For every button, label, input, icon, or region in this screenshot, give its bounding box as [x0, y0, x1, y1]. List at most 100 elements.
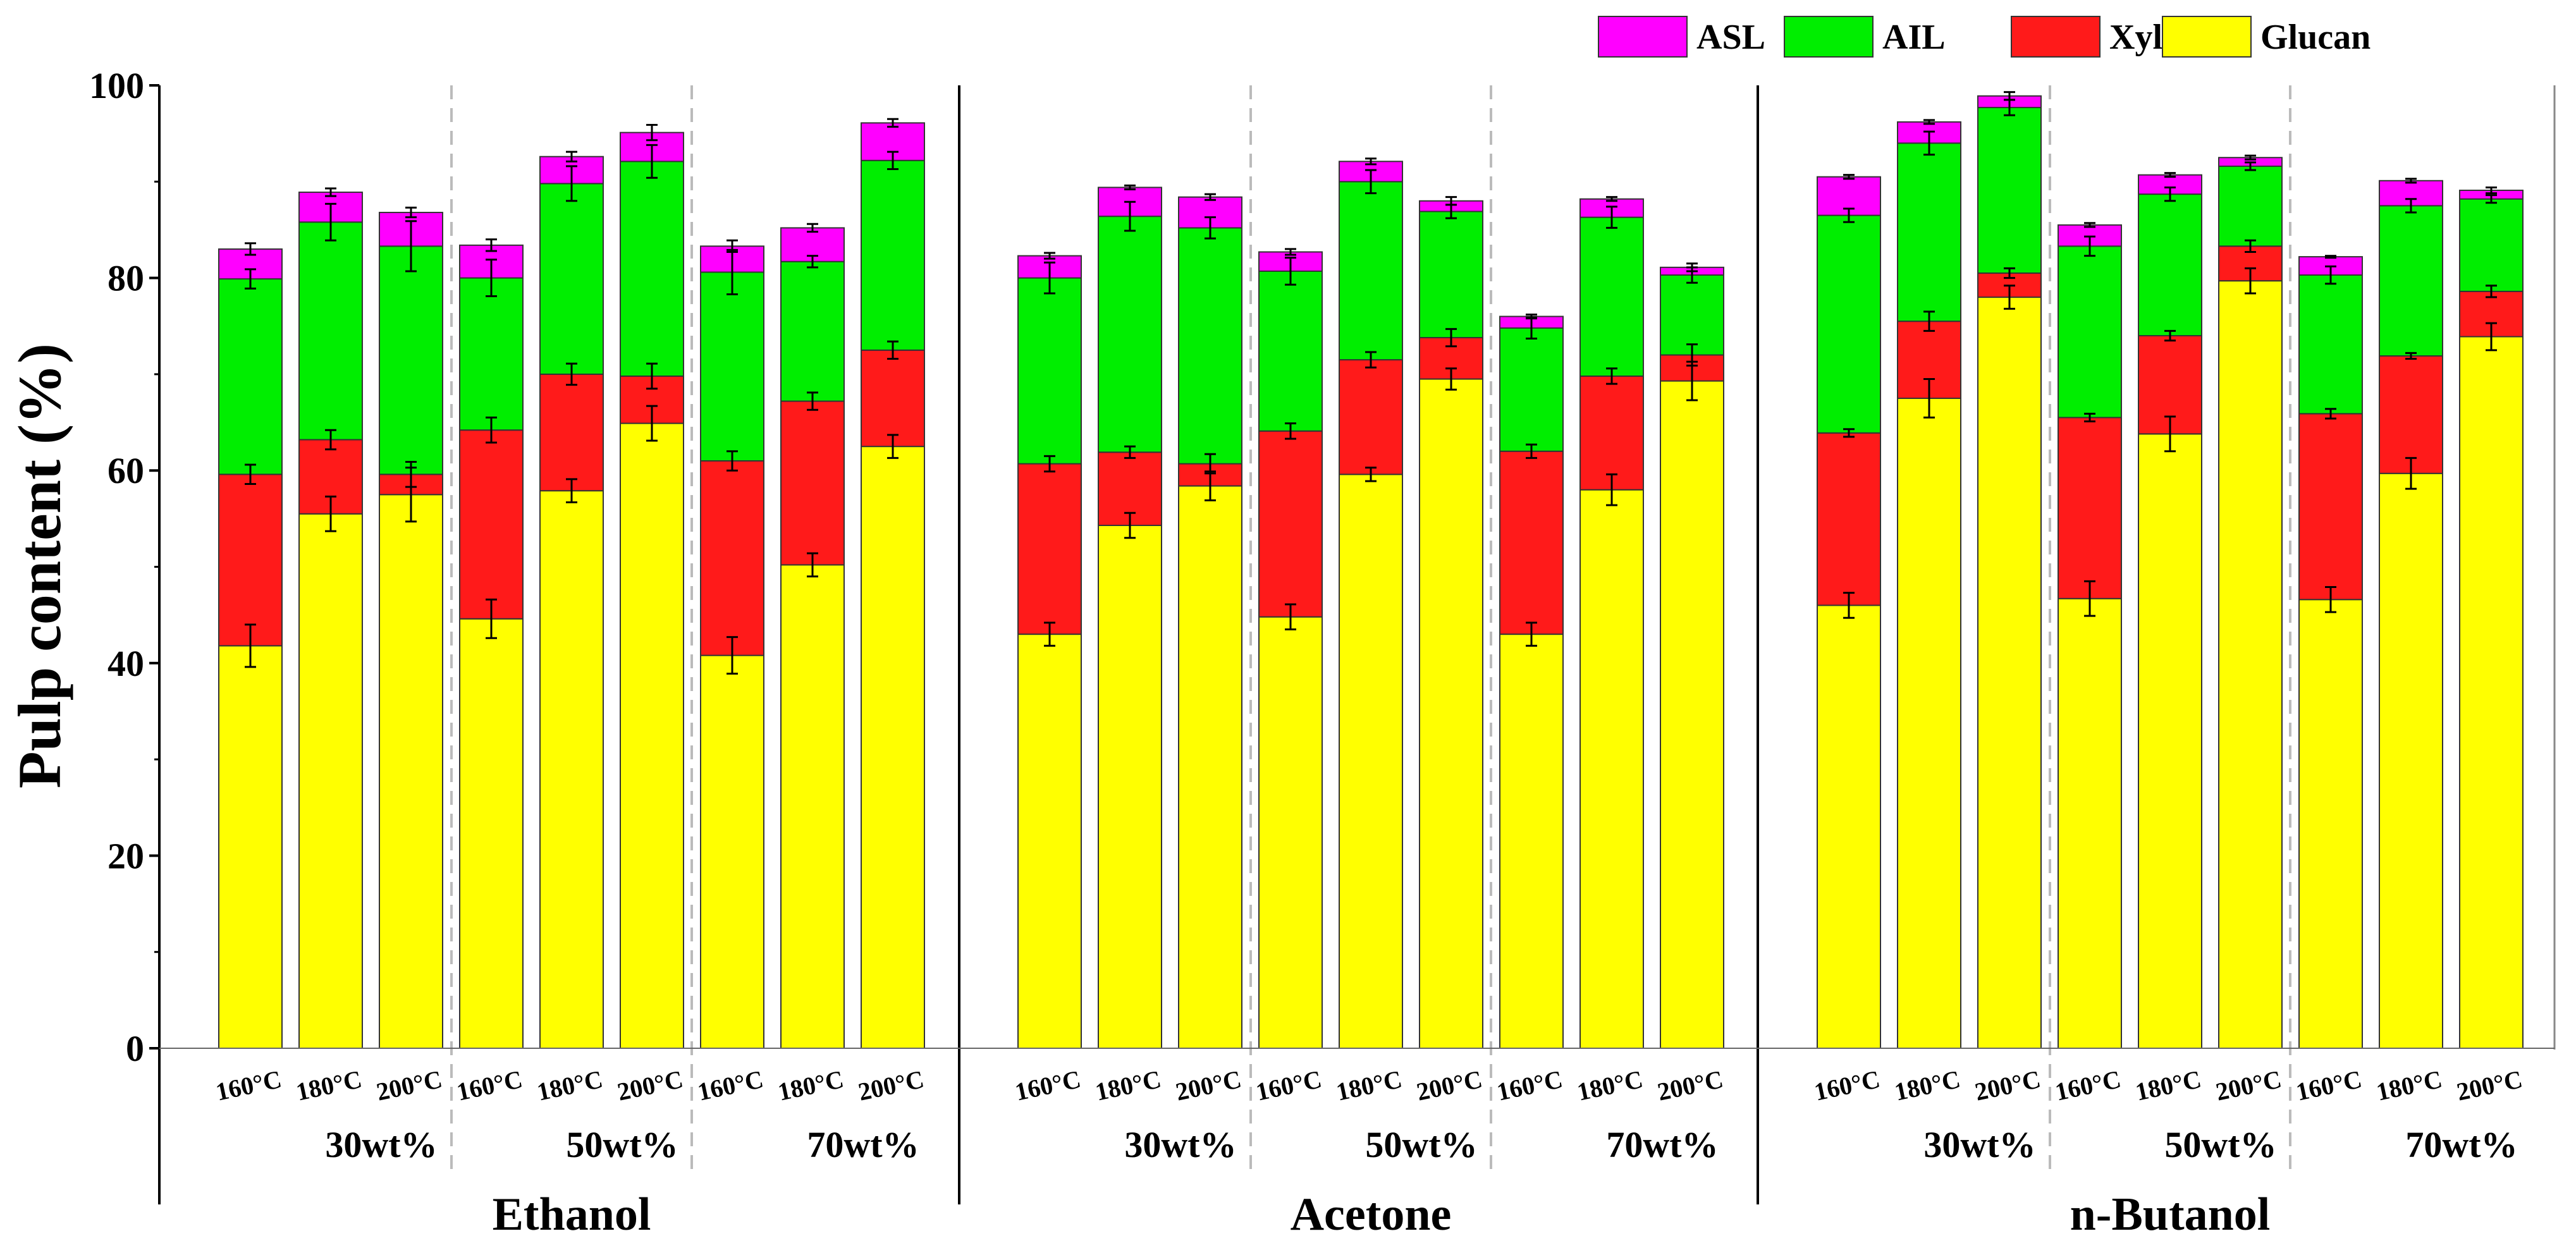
x-tick-label: 200°C: [1173, 1065, 1244, 1106]
bar-segment-glucan: [2298, 599, 2363, 1049]
legend-swatch-ail: [1784, 16, 1874, 58]
bar-segment-ail: [2298, 274, 2363, 415]
concentration-label: 70wt%: [1606, 1124, 1718, 1165]
bar-segment-glucan: [379, 494, 443, 1049]
bar-segment-glucan: [861, 446, 925, 1049]
legend-swatch-glucan: [2162, 16, 2252, 58]
bar-segment-ail: [1419, 211, 1483, 339]
concentration-label: 70wt%: [2405, 1124, 2517, 1165]
bar-segment-glucan: [1419, 378, 1483, 1049]
x-tick-label: 160°C: [2052, 1065, 2123, 1106]
x-tick-label: 200°C: [1655, 1065, 1726, 1106]
x-tick-label: 180°C: [2374, 1065, 2444, 1106]
bar-segment-glucan: [218, 645, 283, 1049]
bar-segment-xylan: [861, 349, 925, 448]
bar-segment-xylan: [2298, 413, 2363, 601]
x-tick-label: 160°C: [1253, 1065, 1324, 1106]
bar-segment-glucan: [2058, 597, 2122, 1049]
concentration-label: 50wt%: [566, 1124, 678, 1165]
x-tick-label: 160°C: [213, 1065, 284, 1106]
bar-segment-ail: [620, 161, 684, 377]
bar-segment-xylan: [459, 429, 524, 620]
bar-segment-glucan: [1660, 380, 1724, 1049]
bar-segment-ail: [780, 260, 845, 402]
bar-segment-glucan: [1258, 616, 1323, 1049]
bar-segment-glucan: [1098, 525, 1162, 1049]
bar-segment-glucan: [1339, 474, 1403, 1049]
bar-segment-ail: [1017, 277, 1082, 465]
concentration-label: 30wt%: [325, 1124, 437, 1165]
bar-segment-xylan: [780, 400, 845, 566]
bar-segment-ail: [861, 159, 925, 351]
legend-label-glucan: Glucan: [2260, 18, 2371, 57]
bar-segment-ail: [1499, 327, 1564, 452]
y-tick-label: 60: [107, 450, 144, 491]
bar-segment-xylan: [218, 474, 283, 647]
bar-segment-glucan: [1579, 489, 1644, 1049]
solvent-label: Ethanol: [493, 1189, 651, 1240]
bar-segment-ail: [2379, 205, 2443, 357]
x-tick-label: 180°C: [293, 1065, 364, 1106]
x-tick-label: 160°C: [1012, 1065, 1083, 1106]
bars-layer: [218, 91, 2524, 1050]
bar-segment-ail: [1579, 216, 1644, 377]
bar-segment-glucan: [1977, 297, 2042, 1049]
y-axis-title: Pulp content (%): [6, 343, 73, 788]
bar-segment-ail: [2058, 245, 2122, 419]
x-tick-label: 160°C: [1494, 1065, 1565, 1106]
bar-segment-xylan: [1258, 430, 1323, 618]
bar-segment-glucan: [298, 513, 363, 1049]
bar-segment-ail: [1258, 270, 1323, 432]
bar-segment-ail: [1660, 274, 1724, 356]
bar-segment-xylan: [1499, 450, 1564, 635]
bar-segment-ail: [2138, 193, 2202, 336]
x-tick-label: 180°C: [534, 1065, 605, 1106]
bar-segment-ail: [2459, 198, 2524, 292]
bar-segment-glucan: [1499, 634, 1564, 1049]
y-tick-label: 80: [107, 258, 144, 299]
legend-swatch-asl: [1598, 16, 1688, 58]
legend-swatch-xylan: [2011, 16, 2101, 58]
x-tick-label: 180°C: [775, 1065, 846, 1106]
bar-segment-glucan: [1017, 634, 1082, 1049]
bar-segment-glucan: [620, 422, 684, 1049]
legend: ASL AIL Xylan Glucan: [1598, 16, 2371, 58]
solvent-label: Acetone: [1291, 1189, 1452, 1240]
x-tick-label: 160°C: [2293, 1065, 2364, 1106]
bar-segment-glucan: [539, 490, 604, 1049]
bar-segment-ail: [1339, 181, 1403, 361]
bar-segment-ail: [379, 245, 443, 475]
concentration-label: 50wt%: [1365, 1124, 1477, 1165]
bar-segment-ail: [700, 271, 764, 462]
bar-segment-xylan: [2379, 355, 2443, 474]
bar-segment-xylan: [1579, 375, 1644, 491]
concentration-label: 30wt%: [1124, 1124, 1236, 1165]
bar-segment-ail: [1817, 214, 1881, 434]
x-tick-label: 200°C: [615, 1065, 685, 1106]
y-tick-label: 0: [126, 1028, 144, 1069]
bar-segment-glucan: [1897, 397, 1961, 1049]
bar-segment-ail: [218, 278, 283, 475]
bar-segment-glucan: [459, 618, 524, 1049]
x-tick-label: 180°C: [1892, 1065, 1963, 1106]
bar-segment-glucan: [2459, 336, 2524, 1049]
legend-label-ail: AIL: [1882, 18, 1946, 57]
y-tick-label: 100: [89, 65, 144, 106]
concentration-label: 50wt%: [2164, 1124, 2276, 1165]
bar-segment-glucan: [780, 564, 845, 1049]
bar-segment-ail: [1098, 216, 1162, 453]
x-tick-label: 160°C: [695, 1065, 766, 1106]
bar-segment-xylan: [1339, 359, 1403, 475]
x-tick-label: 200°C: [374, 1065, 445, 1106]
x-tick-label: 200°C: [856, 1065, 926, 1106]
bar-segment-xylan: [700, 460, 764, 656]
bar-segment-ail: [298, 221, 363, 441]
bar-segment-ail: [1897, 142, 1961, 322]
y-tick-label: 40: [107, 643, 144, 684]
x-tick-label: 180°C: [2133, 1065, 2204, 1106]
bar-segment-xylan: [1817, 432, 1881, 606]
x-tick-label: 200°C: [1972, 1065, 2043, 1106]
bar-segment-ail: [459, 277, 524, 431]
bar-segment-xylan: [1017, 463, 1082, 635]
